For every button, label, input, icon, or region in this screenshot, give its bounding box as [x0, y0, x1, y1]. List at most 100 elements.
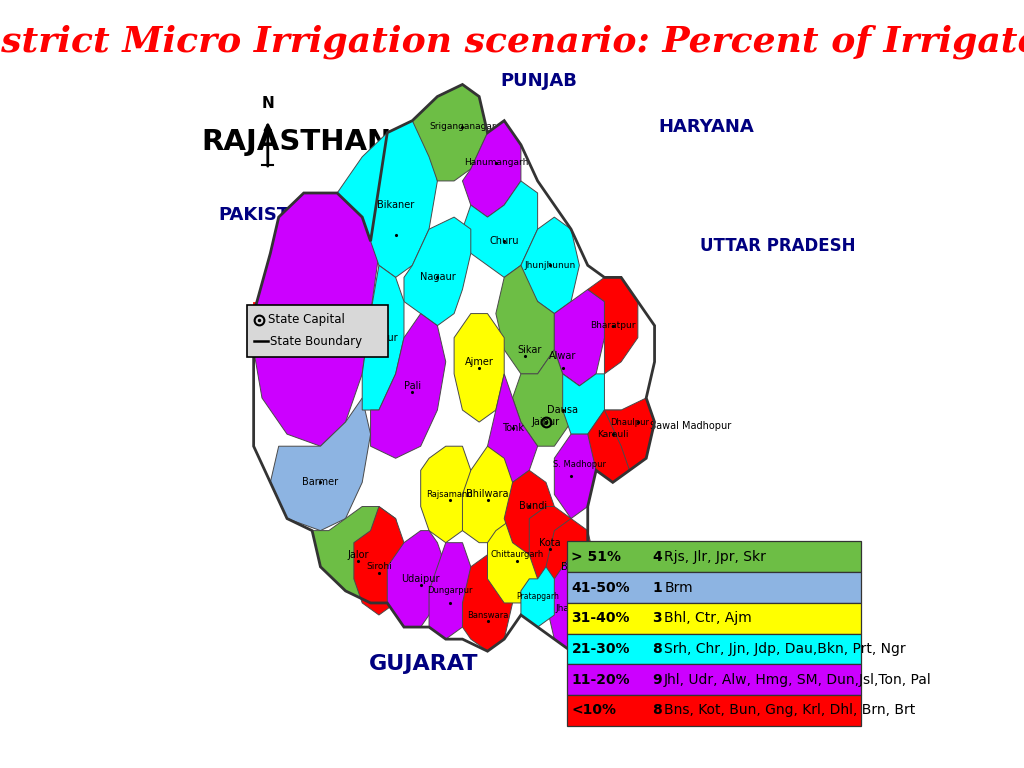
Text: Tonk: Tonk — [502, 423, 523, 433]
Text: 21-30%: 21-30% — [571, 642, 630, 656]
Polygon shape — [588, 277, 638, 374]
Text: UTTAR PRADESH: UTTAR PRADESH — [699, 237, 855, 255]
Text: Ajmer: Ajmer — [465, 357, 494, 367]
Text: Banswara: Banswara — [467, 611, 508, 620]
Polygon shape — [504, 470, 554, 554]
Text: RAJASTHAN: RAJASTHAN — [201, 128, 391, 156]
Text: 8: 8 — [652, 642, 663, 656]
Polygon shape — [454, 313, 504, 422]
Text: District Micro Irrigation scenario: Percent of Irrigated: District Micro Irrigation scenario: Perc… — [0, 25, 1024, 59]
Bar — [567, 603, 861, 634]
Text: Sawal Madhopur: Sawal Madhopur — [650, 421, 731, 432]
Polygon shape — [429, 543, 471, 639]
Text: PUNJAB: PUNJAB — [501, 71, 578, 90]
Text: GUJARAT: GUJARAT — [369, 654, 478, 674]
Text: 4: 4 — [652, 550, 663, 564]
Polygon shape — [354, 507, 404, 615]
Text: > 51%: > 51% — [571, 550, 622, 564]
Polygon shape — [270, 398, 371, 531]
Text: Nagaur: Nagaur — [420, 273, 456, 283]
Polygon shape — [463, 121, 521, 217]
Text: Pratapgarh: Pratapgarh — [516, 592, 559, 601]
Polygon shape — [521, 217, 580, 313]
Polygon shape — [362, 266, 404, 410]
Polygon shape — [554, 434, 596, 518]
Text: Srh, Chr, Jjn, Jdp, Dau,Bkn, Prt, Ngr: Srh, Chr, Jjn, Jdp, Dau,Bkn, Prt, Ngr — [665, 642, 906, 656]
Text: Bhl, Ctr, Ajm: Bhl, Ctr, Ajm — [665, 611, 752, 625]
Polygon shape — [496, 266, 554, 374]
Text: Brm: Brm — [665, 581, 693, 594]
Polygon shape — [529, 507, 571, 579]
Polygon shape — [487, 518, 538, 603]
Polygon shape — [254, 193, 379, 446]
Polygon shape — [554, 290, 604, 386]
Text: HARYANA: HARYANA — [658, 118, 755, 136]
Bar — [247, 305, 388, 357]
Text: Bundi: Bundi — [519, 502, 548, 511]
Text: Bns, Kot, Bun, Gng, Krl, Dhl, Brn, Brt: Bns, Kot, Bun, Gng, Krl, Dhl, Brn, Brt — [665, 703, 915, 717]
Text: Jhalawar: Jhalawar — [556, 604, 595, 614]
Polygon shape — [312, 507, 404, 603]
Polygon shape — [487, 374, 538, 482]
Text: Barmer: Barmer — [302, 478, 339, 488]
Polygon shape — [413, 84, 487, 181]
Text: Kota: Kota — [540, 538, 561, 548]
Text: Churu: Churu — [489, 237, 519, 247]
Text: State Capital: State Capital — [268, 313, 345, 326]
Text: Udaipur: Udaipur — [401, 574, 440, 584]
Text: Bikaner: Bikaner — [377, 200, 415, 210]
Text: State Boundary: State Boundary — [270, 335, 362, 348]
Polygon shape — [588, 410, 638, 482]
Polygon shape — [521, 567, 554, 627]
Text: Map not to Scale: Map not to Scale — [268, 289, 367, 302]
Polygon shape — [404, 217, 471, 326]
Text: Hanumangarh: Hanumangarh — [464, 158, 528, 167]
Text: Bhilwara: Bhilwara — [466, 489, 509, 499]
Text: Alwar: Alwar — [549, 351, 577, 361]
Text: 9: 9 — [652, 673, 663, 687]
Text: <10%: <10% — [571, 703, 616, 717]
Text: Bharatpur: Bharatpur — [590, 321, 636, 330]
Polygon shape — [562, 374, 604, 434]
Text: Karauli: Karauli — [597, 429, 629, 439]
Text: Pali: Pali — [403, 381, 421, 391]
Text: 41-50%: 41-50% — [571, 581, 630, 594]
Text: Sriganganagar: Sriganganagar — [429, 122, 496, 131]
Text: N: N — [261, 96, 274, 111]
Text: Jhl, Udr, Alw, Hmg, SM, Dun,Jsl,Ton, Pal: Jhl, Udr, Alw, Hmg, SM, Dun,Jsl,Ton, Pal — [665, 673, 932, 687]
Polygon shape — [513, 349, 580, 446]
Polygon shape — [463, 181, 538, 277]
Polygon shape — [387, 531, 445, 627]
Text: Jaipur: Jaipur — [531, 417, 560, 427]
Text: Jodhpur: Jodhpur — [360, 333, 397, 343]
Polygon shape — [546, 518, 596, 615]
Text: S. Madhopur: S. Madhopur — [553, 460, 606, 468]
Text: Rjs, Jlr, Jpr, Skr: Rjs, Jlr, Jpr, Skr — [665, 550, 766, 564]
Text: Chittaurgarh: Chittaurgarh — [490, 550, 544, 559]
Text: PAKISTAN: PAKISTAN — [218, 206, 317, 224]
Polygon shape — [421, 446, 471, 543]
Text: MADHYA PRADESH: MADHYA PRADESH — [627, 540, 801, 558]
Text: 1: 1 — [652, 581, 663, 594]
Text: Baran: Baran — [561, 561, 590, 572]
Text: 31-40%: 31-40% — [571, 611, 630, 625]
Polygon shape — [463, 446, 513, 543]
Text: Sirohi: Sirohi — [366, 562, 392, 571]
Text: Jhunjhunun: Jhunjhunun — [524, 261, 575, 270]
Polygon shape — [463, 554, 513, 651]
Bar — [567, 695, 861, 726]
Text: Jaisalmer: Jaisalmer — [290, 309, 335, 319]
Text: 11-20%: 11-20% — [571, 673, 630, 687]
Text: 3: 3 — [652, 611, 663, 625]
Polygon shape — [337, 121, 437, 277]
Bar — [567, 664, 861, 695]
Text: Rajsamand: Rajsamand — [427, 490, 473, 499]
Polygon shape — [371, 313, 445, 458]
Text: Jalor: Jalor — [347, 550, 369, 560]
Polygon shape — [604, 398, 654, 470]
Text: 8: 8 — [652, 703, 663, 717]
Bar — [567, 634, 861, 664]
Polygon shape — [546, 554, 596, 651]
Bar — [567, 572, 861, 603]
Text: Dhaulpur: Dhaulpur — [610, 418, 649, 426]
